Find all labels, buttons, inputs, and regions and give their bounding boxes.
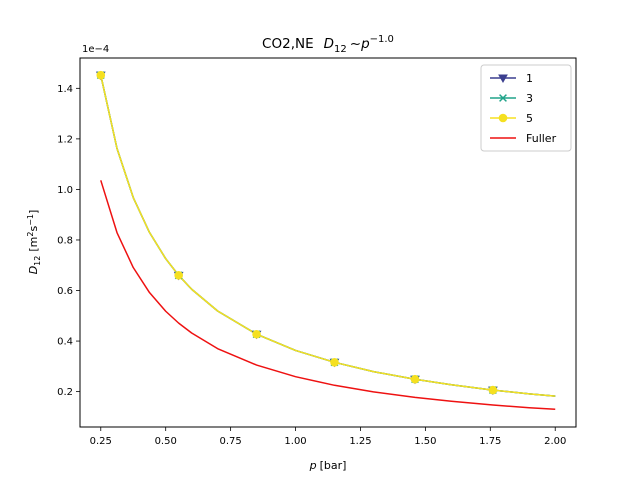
data-point-5	[174, 271, 183, 280]
x-tick-label: 0.25	[90, 436, 112, 447]
legend-label: 3	[526, 92, 533, 105]
x-tick-label: 0.50	[155, 436, 177, 447]
x-tick-label: 1.25	[349, 436, 371, 447]
legend-marker	[498, 113, 508, 123]
x-tick-label: 1.50	[414, 436, 436, 447]
legend-box	[480, 64, 572, 152]
legend-label: Fuller	[526, 132, 557, 145]
series-markers	[95, 70, 498, 396]
x-tick-label: 1.00	[284, 436, 306, 447]
x-axis-label: p [bar]	[309, 459, 347, 472]
y-tick-label: 0.8	[57, 235, 73, 246]
legend-item-1: 1	[490, 72, 533, 85]
legend-item-5: 5	[490, 112, 533, 125]
y-tick-label: 0.2	[57, 387, 73, 398]
series-line-fuller	[100, 180, 556, 411]
legend-item-3: 3	[490, 92, 533, 105]
y-axis-label: D12[m2s−1]	[26, 210, 42, 275]
plot-frame	[79, 57, 577, 428]
legend-label: 5	[526, 112, 533, 125]
x-axis-ticks: 0.25 0.50 0.75 1.00 1.25 1.50 1.75 2.00	[90, 427, 566, 447]
y-tick-label: 0.6	[57, 286, 73, 297]
chart-title: CO2,NE D12 ~p−1.0	[262, 34, 394, 55]
legend-item-fuller: Fuller	[490, 132, 557, 145]
x-tick-label: 2.00	[544, 436, 566, 447]
y-axis-ticks: 0.2 0.4 0.6 0.8 1.0 1.2 1.4	[57, 84, 80, 398]
legend-marker	[499, 94, 507, 102]
plot-area	[95, 70, 556, 411]
legend: 1 3 5 Fuller	[480, 64, 572, 152]
y-tick-label: 1.0	[57, 185, 73, 196]
y-offset-label: 1e−4	[82, 44, 109, 55]
legend-marker	[498, 74, 508, 84]
y-tick-label: 1.2	[57, 134, 73, 145]
y-tick-label: 0.4	[57, 337, 73, 348]
x-tick-label: 1.75	[479, 436, 501, 447]
data-point-5	[96, 70, 106, 80]
y-tick-label: 1.4	[57, 84, 73, 95]
x-tick-label: 0.75	[219, 436, 241, 447]
data-point-5	[330, 357, 339, 367]
data-point-5	[252, 329, 261, 339]
data-point-5	[488, 385, 498, 395]
legend-label: 1	[526, 72, 533, 85]
data-point-5	[410, 374, 420, 384]
